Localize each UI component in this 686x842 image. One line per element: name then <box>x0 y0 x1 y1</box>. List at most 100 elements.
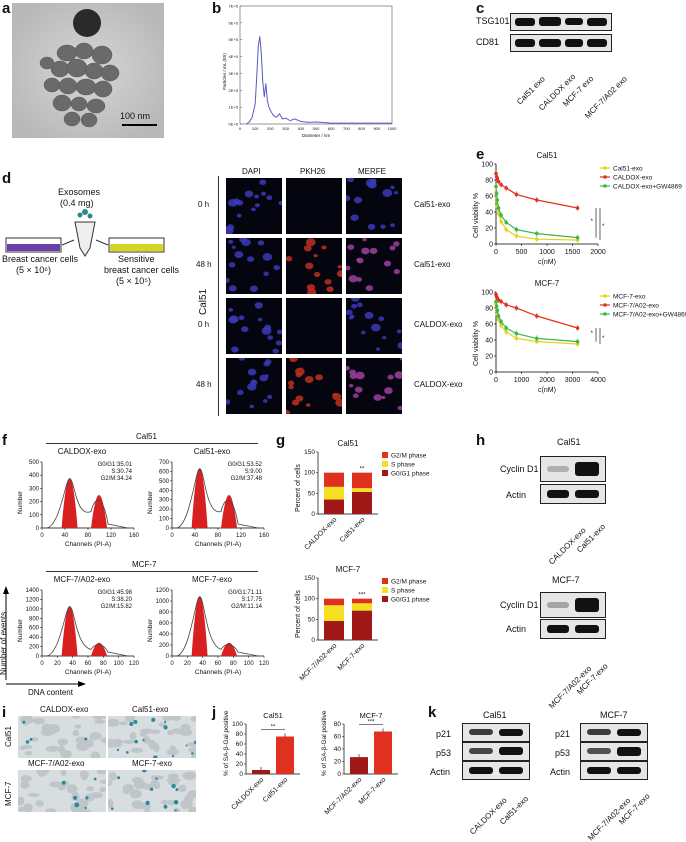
viab-1-line-1 <box>495 294 578 329</box>
nta-ytick-label: 7E+5 <box>229 4 239 9</box>
fluor-row-label-0: Cal51-exo <box>414 200 451 209</box>
blot-k0-row-0: p21 <box>436 729 452 739</box>
viab-1-point-1-5 <box>504 303 508 307</box>
sagal-image-0 <box>18 716 106 758</box>
hist-1-xtick-label: 120 <box>236 533 247 539</box>
sagal-image-3 <box>108 770 196 812</box>
hist-0-xtick-label: 160 <box>129 533 140 539</box>
schematic-right-cells-1: Sensitive <box>118 254 155 264</box>
viab-1-xtick-label: 0 <box>494 377 498 384</box>
cycle-1-bar-1-2 <box>352 598 372 604</box>
cycle-0-bar-0-1 <box>324 486 344 500</box>
viab-1-point-1-7 <box>535 314 539 318</box>
sagal-bar-0-ytick-label: 80 <box>236 731 244 738</box>
viab-0-line-2 <box>495 186 578 239</box>
sagal-bar-1-ytick-label: 40 <box>334 746 342 753</box>
nta-xtick-label: 1000 <box>388 126 398 131</box>
hist-0-title: CALDOX-exo <box>58 447 107 456</box>
cycle-0-ytick-label: 100 <box>304 470 315 477</box>
nta-size-distribution-chart: 0E+5 1E+5 2E+5 3E+5 4E+5 5E+5 6E+5 7E+5 0 100 200 3… <box>222 4 398 139</box>
viab-0-ytick-label: 60 <box>485 194 493 201</box>
hist-0-ytick-label: 200 <box>29 500 40 506</box>
hist-2-xtick-label: 80 <box>100 661 107 667</box>
viab-1-ytick-label: 100 <box>481 290 493 297</box>
blot-k1-actin <box>580 761 648 780</box>
fluor-row-time-2: 0 h <box>198 320 210 329</box>
hist-0-xtick-label: 120 <box>106 533 117 539</box>
cycle-0-legend-swatch-1 <box>382 461 388 467</box>
schematic-left-cells: Breast cancer cells <box>2 254 79 264</box>
nta-xtick-label: 900 <box>373 126 380 131</box>
fluor-image-r2-c1 <box>286 298 342 354</box>
sagal-bar-1-bar-0 <box>350 757 368 774</box>
viab-0-point-2-7 <box>535 231 539 236</box>
cycle-1-sig: *** <box>358 593 366 599</box>
hist-2-ytick-label: 1200 <box>26 597 40 603</box>
hist-3-ytick-label: 1200 <box>156 588 170 594</box>
hist-1-ytick-label: 0 <box>166 526 170 532</box>
hist-3-fit-line <box>175 596 259 657</box>
hist-2-ytick-label: 1000 <box>26 607 40 613</box>
blot-k0-title: Cal51 <box>483 710 507 720</box>
sagal-bar-0-ytick-label: 40 <box>236 751 244 758</box>
hist-3-g1-peak <box>191 596 208 656</box>
schematic-exosomes-label: Exosomes <box>58 187 101 197</box>
viab-1-point-2-4 <box>499 319 503 324</box>
fluor-image-r1-c1 <box>286 238 342 294</box>
viab-0-point-0-7 <box>535 237 539 241</box>
viab-1-point-2-3 <box>496 314 501 318</box>
sagal-bar-0-bar-1 <box>276 736 294 774</box>
hist-3-ylabel: Number <box>147 618 154 642</box>
hist-3-ytick-label: 800 <box>159 610 170 616</box>
sagal-col-1: Cal51-exo <box>132 705 169 714</box>
viab-1-xtick-label: 4000 <box>590 377 606 384</box>
cycle-1-ytick-label: 150 <box>304 575 315 582</box>
nta-xtick-label: 400 <box>297 126 304 131</box>
viab-1-xlabel: c(nM) <box>538 387 556 394</box>
viab-1-xtick-label: 3000 <box>565 377 581 384</box>
panel-label-d: d <box>2 170 12 187</box>
viab-1-legend-1: MCF-7/A02-exo <box>613 303 659 310</box>
viab-0-xtick-label: 500 <box>516 249 528 256</box>
viab-1-ytick-label: 0 <box>489 370 493 377</box>
fluor-col-dapi: DAPI <box>242 167 261 176</box>
viab-1-sig-1: * <box>591 331 594 337</box>
fluor-row-time-3: 48 h <box>196 380 212 389</box>
hist-1-xtick-label: 0 <box>170 533 174 539</box>
panel-label-j: j <box>212 704 217 721</box>
hist-3-stat-1: S:17.75 <box>241 597 262 603</box>
viab-0-point-0-5 <box>504 227 508 232</box>
blot-k0-actin <box>462 761 530 780</box>
nta-xtick-label: 800 <box>358 126 365 131</box>
blot-k1-p53 <box>580 742 648 761</box>
viab-1-point-2-6 <box>514 331 519 336</box>
viab-1-point-2-5 <box>504 326 508 330</box>
cycle-1-bar-1-1 <box>352 603 372 611</box>
cycle-1-bar-0-2 <box>324 598 344 606</box>
fluor-image-r2-c0 <box>226 298 282 354</box>
hist-0-g2-peak <box>91 495 108 528</box>
viab-0-point-2-4 <box>499 213 503 217</box>
sagal-image-1 <box>108 716 196 758</box>
schematic-left-count: (5 × 10⁶) <box>16 265 51 275</box>
sagal-row-1: MCF-7 <box>4 781 13 806</box>
sagal-bar-1-ytick-label: 20 <box>334 759 342 766</box>
fluorescence-image-grid <box>226 178 436 418</box>
blot-h0-title: Cal51 <box>557 437 581 447</box>
hist-1-ytick-label: 500 <box>159 479 170 485</box>
fluor-image-r1-c2 <box>346 238 402 294</box>
hist-3-stat-0: G0/G1:71.11 <box>228 590 263 596</box>
viab-0-point-2-3 <box>496 206 501 210</box>
hist-0-stat-0: G0/G1:35.01 <box>98 462 133 468</box>
viab-0-point-2-0 <box>494 184 498 189</box>
hist-2-xtick-label: 40 <box>69 661 76 667</box>
cycle-1-legend-swatch-2 <box>382 596 388 602</box>
hist-1-ytick-label: 100 <box>159 517 170 523</box>
viab-0-ylabel: Cell viability % <box>473 193 480 238</box>
nta-xlabel: Diameter / nm <box>302 133 331 138</box>
blot-h0-cyclin <box>540 456 606 482</box>
hist-1-ytick-label: 400 <box>159 488 170 494</box>
viab-0-xtick-label: 2000 <box>590 249 606 256</box>
panel-label-b: b <box>212 0 222 17</box>
